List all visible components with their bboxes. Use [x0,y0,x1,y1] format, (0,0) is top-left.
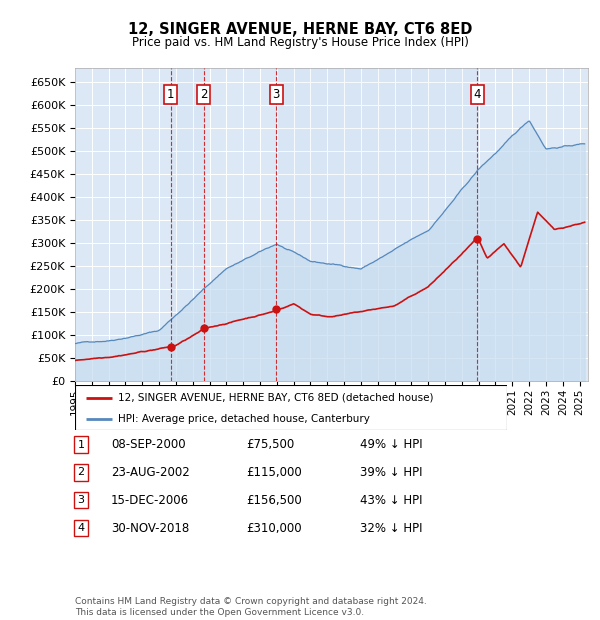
Text: HPI: Average price, detached house, Canterbury: HPI: Average price, detached house, Cant… [118,414,370,423]
Bar [276,68,478,381]
Text: 2: 2 [200,88,208,101]
Text: 3: 3 [77,495,85,505]
Text: 4: 4 [77,523,85,533]
Text: Contains HM Land Registry data © Crown copyright and database right 2024.
This d: Contains HM Land Registry data © Crown c… [75,598,427,617]
Text: 39% ↓ HPI: 39% ↓ HPI [360,466,422,479]
Text: Price paid vs. HM Land Registry's House Price Index (HPI): Price paid vs. HM Land Registry's House … [131,36,469,49]
Text: 43% ↓ HPI: 43% ↓ HPI [360,494,422,507]
Text: 12, SINGER AVENUE, HERNE BAY, CT6 8ED (detached house): 12, SINGER AVENUE, HERNE BAY, CT6 8ED (d… [118,392,434,402]
Text: 12, SINGER AVENUE, HERNE BAY, CT6 8ED: 12, SINGER AVENUE, HERNE BAY, CT6 8ED [128,22,472,37]
Text: 08-SEP-2000: 08-SEP-2000 [111,438,185,451]
Text: £156,500: £156,500 [246,494,302,507]
Text: 1: 1 [77,440,85,450]
Text: 4: 4 [473,88,481,101]
Text: £75,500: £75,500 [246,438,294,451]
Text: 15-DEC-2006: 15-DEC-2006 [111,494,189,507]
Text: 1: 1 [167,88,175,101]
Text: 49% ↓ HPI: 49% ↓ HPI [360,438,422,451]
Text: 30-NOV-2018: 30-NOV-2018 [111,522,189,534]
Text: 23-AUG-2002: 23-AUG-2002 [111,466,190,479]
Text: 3: 3 [272,88,280,101]
Text: £310,000: £310,000 [246,522,302,534]
Text: 2: 2 [77,467,85,477]
Bar [171,68,203,381]
Text: 32% ↓ HPI: 32% ↓ HPI [360,522,422,534]
Text: £115,000: £115,000 [246,466,302,479]
